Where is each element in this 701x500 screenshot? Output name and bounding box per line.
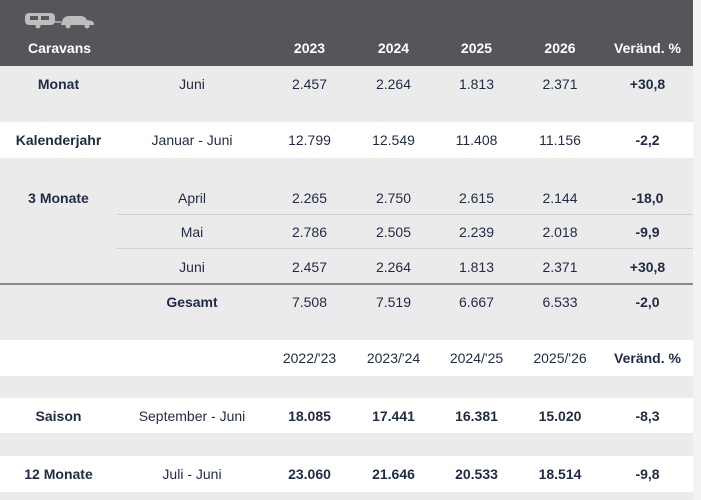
row-change: -2,0 (635, 294, 660, 310)
row-value: 17.441 (372, 407, 415, 424)
row-value: 6.533 (542, 294, 578, 310)
row-value: 2.264 (375, 76, 412, 92)
row-label: Monat (37, 76, 80, 92)
row-label: Kalenderjahr (15, 132, 102, 148)
row-label: Saison (35, 407, 82, 424)
total-divider (0, 283, 693, 285)
row-value: 2.505 (375, 224, 412, 240)
row-value: 2.457 (291, 76, 328, 92)
row-3monate-juni: Juni 2.457 2.264 1.813 2.371 +30,8 (0, 249, 693, 284)
row-period: April (177, 189, 206, 206)
row-period: Gesamt (166, 294, 218, 310)
row-period: Januar - Juni (151, 132, 233, 148)
row-divider (117, 248, 693, 249)
row-value: 18.085 (288, 407, 331, 424)
row-value: 2.144 (542, 189, 578, 206)
table-row (0, 66, 693, 122)
row-change: -18,0 (631, 189, 664, 206)
vehicle-icons (24, 10, 96, 30)
season-header: 2022/'23 2023/'24 2024/'25 2025/'26 Verä… (0, 340, 693, 376)
header-change: Veränd. % (614, 40, 681, 56)
row-saison: Saison September - Juni 18.085 17.441 16… (0, 398, 693, 433)
row-value: 2.371 (542, 258, 578, 275)
row-value: 2.457 (291, 258, 328, 275)
row-value: 2.239 (458, 224, 495, 240)
season-year: 2022/'23 (282, 350, 337, 366)
row-3monate-april: 3 Monate April 2.265 2.750 2.615 2.144 -… (0, 180, 693, 215)
header-year: 2024 (377, 40, 410, 56)
season-year: 2024/'25 (449, 350, 504, 366)
row-3monate-mai: Mai 2.786 2.505 2.239 2.018 -9,9 (0, 215, 693, 249)
season-year: 2025/'26 (533, 350, 587, 366)
row-value: 12.549 (372, 132, 415, 148)
header-year: 2026 (544, 40, 576, 56)
row-value: 18.514 (538, 466, 582, 482)
row-value: 20.533 (455, 466, 498, 482)
row-value: 15.020 (538, 407, 582, 424)
row-value: 21.646 (372, 466, 415, 482)
row-value: 2.265 (291, 189, 328, 206)
row-change: -8,3 (635, 407, 660, 424)
row-change: -2,2 (635, 132, 660, 148)
row-divider (117, 214, 693, 215)
table-group (0, 158, 693, 340)
row-value: 7.519 (375, 294, 412, 310)
row-value: 1.813 (458, 76, 495, 92)
row-kalenderjahr: Kalenderjahr Januar - Juni 12.799 12.549… (0, 122, 693, 158)
row-value: 2.786 (291, 224, 328, 240)
row-change: -9,8 (635, 466, 660, 482)
row-value: 2.371 (542, 76, 578, 92)
scrollbar[interactable] (693, 0, 701, 500)
row-value: 16.381 (455, 407, 498, 424)
row-12monate: 12 Monate Juli - Juni 23.060 21.646 20.5… (0, 456, 693, 492)
row-value: 11.156 (539, 132, 581, 148)
row-value: 6.667 (458, 294, 495, 310)
season-year: 2023/'24 (366, 350, 421, 366)
row-value: 2.750 (375, 189, 412, 206)
row-monat: Monat Juni 2.457 2.264 1.813 2.371 +30,8 (0, 66, 693, 102)
row-period: Juli - Juni (162, 466, 222, 482)
header-year: 2023 (293, 40, 326, 56)
row-change: +30,8 (629, 76, 666, 92)
table-footer-band (0, 492, 693, 500)
row-value: 23.060 (288, 466, 331, 482)
table-header: Caravans 2023 2024 2025 2026 Veränd. % (0, 0, 693, 66)
row-value: 11.408 (455, 132, 498, 148)
row-change: +30,8 (629, 258, 666, 275)
row-label: 3 Monate (28, 189, 89, 206)
row-value: 2.615 (458, 189, 495, 206)
row-period: September - Juni (138, 407, 246, 424)
row-period: Juni (179, 76, 205, 92)
row-change: -9,9 (635, 224, 660, 240)
row-value: 2.018 (542, 224, 578, 240)
row-value: 7.508 (291, 294, 328, 310)
row-gesamt: Gesamt 7.508 7.519 6.667 6.533 -2,0 (0, 285, 693, 319)
header-title: Caravans (28, 40, 92, 56)
season-change: Veränd. % (614, 350, 681, 366)
row-value: 12.799 (288, 132, 331, 148)
row-period: Mai (180, 224, 204, 240)
caravan-car-icon (25, 13, 94, 29)
row-period: Juni (179, 258, 205, 275)
row-label: 12 Monate (24, 466, 93, 482)
header-year: 2025 (460, 40, 493, 56)
row-value: 2.264 (375, 258, 412, 275)
row-value: 1.813 (458, 258, 495, 275)
